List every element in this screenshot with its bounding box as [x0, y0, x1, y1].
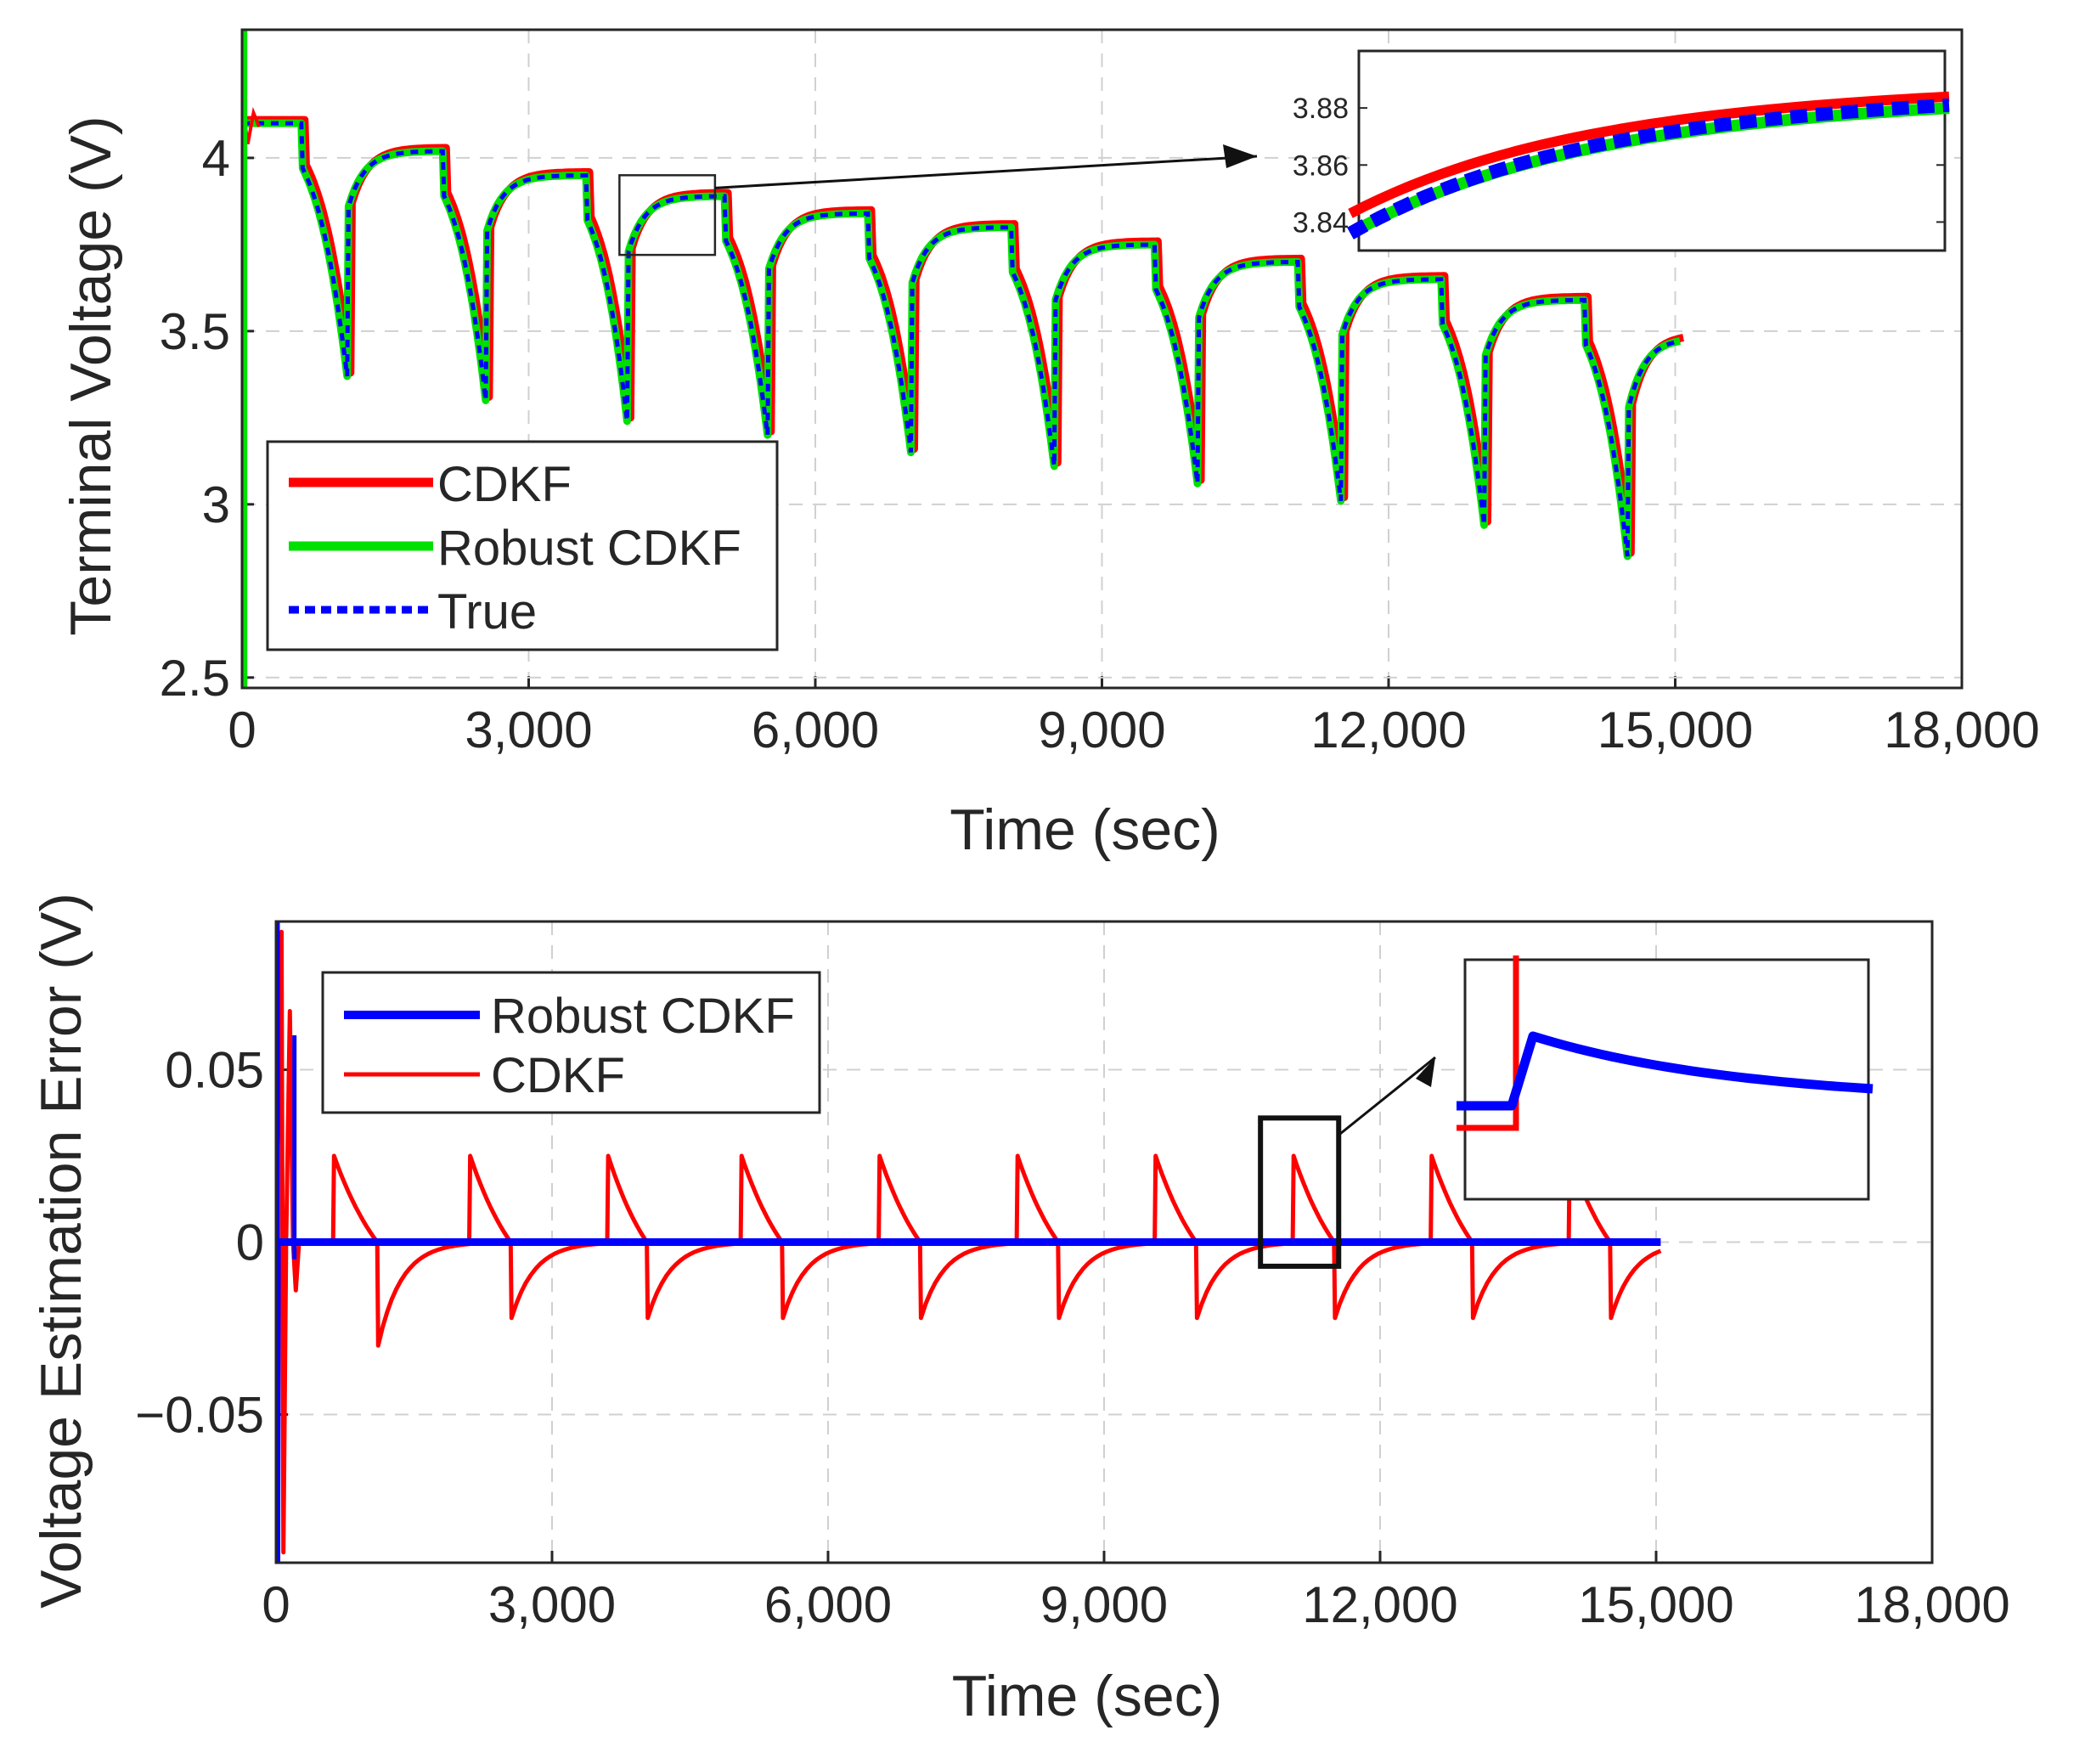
bottom-legend-box	[321, 971, 821, 1114]
legend-label: CDKF	[437, 457, 572, 512]
inset-y-tick-label: 3.84	[1293, 206, 1349, 239]
x-tick-label: 18,000	[1854, 1576, 2010, 1633]
x-tick-label: 6,000	[764, 1576, 892, 1633]
x-tick-label: 9,000	[1038, 702, 1165, 758]
top-series-group	[242, 30, 1686, 688]
inset-y-tick-label: 3.88	[1293, 93, 1349, 125]
y-tick-label: −0.05	[135, 1386, 264, 1443]
bottom-zoom-arrowhead	[1416, 1057, 1435, 1087]
top-axes-box	[240, 28, 1964, 690]
bottom-y-axis-label: Voltage Estimation Error (V)	[29, 893, 93, 1609]
series-line-robust-cdkf	[242, 119, 1682, 561]
bottom-x-axis-label: Time (sec)	[952, 1664, 1223, 1728]
bottom-zoom-arrow	[1338, 1056, 1436, 1136]
bottom-inset-series-cdkf	[1457, 955, 1519, 1131]
bottom-inset-series-robust-cdkf	[1457, 1031, 1874, 1111]
x-tick-label: 0	[262, 1576, 290, 1633]
inset-y-tick-label: 3.86	[1293, 149, 1349, 182]
y-tick-label: 4	[202, 130, 230, 187]
x-tick-label: 0	[228, 702, 256, 758]
top-legend: CDKF Robust CDKF True	[266, 440, 779, 651]
bottom-axes-box	[274, 920, 1934, 1564]
top-inset: 3.84 3.86 3.88	[1293, 49, 1950, 252]
inset-series-true	[1347, 98, 1950, 240]
top-zoom-arrow	[714, 155, 1258, 189]
legend-label: CDKF	[491, 1048, 625, 1103]
x-tick-label: 15,000	[1578, 1576, 1734, 1633]
bottom-zoom-rectangle	[1258, 1115, 1342, 1269]
x-tick-label: 3,000	[465, 702, 592, 758]
top-zoom-rectangle	[618, 174, 717, 256]
x-tick-label: 6,000	[752, 702, 879, 758]
x-tick-label: 15,000	[1598, 702, 1754, 758]
x-tick-label: 12,000	[1310, 702, 1467, 758]
top-zoom-arrowhead	[1223, 144, 1257, 168]
x-tick-label: 3,000	[488, 1576, 616, 1633]
y-tick-label: 0	[236, 1215, 264, 1271]
legend-label: Robust CDKF	[491, 989, 795, 1044]
top-inset-box	[1357, 49, 1947, 252]
top-plot: 0 3,000 6,000 9,000 12,000 15,000 18,000 2.5 3 3.…	[59, 28, 2040, 862]
x-tick-label: 18,000	[1884, 702, 2040, 758]
y-tick-label: 2.5	[160, 650, 230, 707]
legend-label: Robust CDKF	[437, 521, 741, 576]
inset-series-cdkf	[1348, 91, 1950, 218]
y-tick-label: 0.05	[165, 1042, 264, 1099]
y-tick-label: 3	[202, 476, 230, 533]
bottom-inset	[1457, 955, 1874, 1201]
x-tick-label: 12,000	[1302, 1576, 1458, 1633]
top-y-axis-label: Terminal Voltage (V)	[59, 116, 123, 635]
bottom-plot: 0 3,000 6,000 9,000 12,000 15,000 18,000 −0.05 0…	[29, 893, 2010, 1728]
legend-label: True	[437, 584, 537, 640]
top-x-axis-label: Time (sec)	[950, 797, 1220, 862]
x-tick-label: 9,000	[1040, 1576, 1168, 1633]
y-tick-label: 3.5	[160, 303, 230, 360]
